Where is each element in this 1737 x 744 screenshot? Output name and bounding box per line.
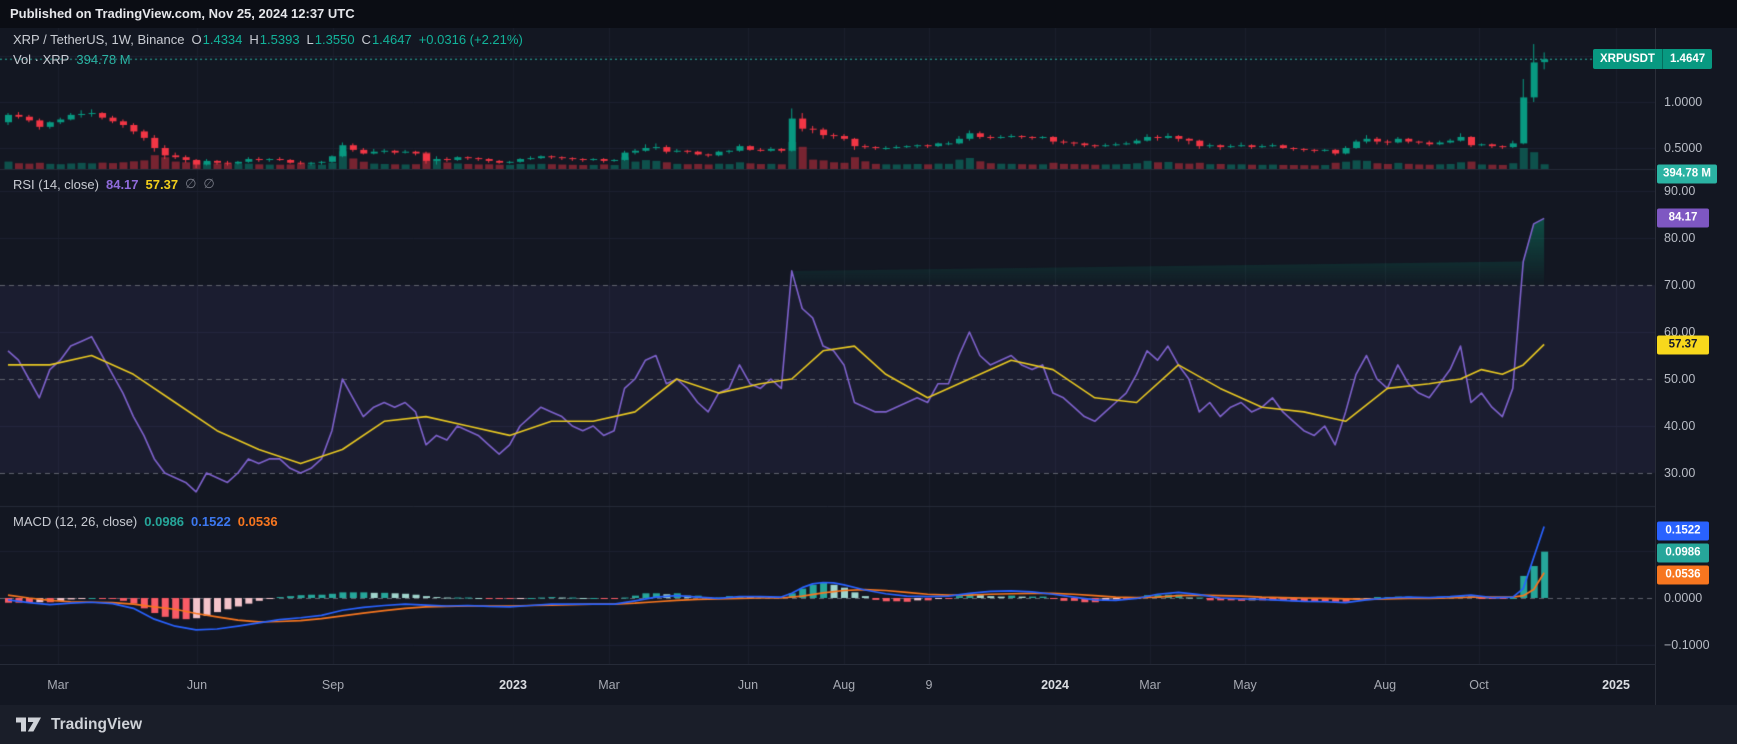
time-axis-month-label: Jun	[737, 678, 759, 692]
footer-bar: TradingView	[0, 705, 1737, 744]
macd-label: MACD (12, 26, close)	[13, 513, 138, 529]
price-scale-strip	[1655, 28, 1737, 705]
last-price-label: 1.4647	[1661, 49, 1713, 69]
macd-legend: MACD (12, 26, close) 0.0986 0.1522 0.053…	[13, 513, 278, 529]
price-axis-label: 1.0000	[1664, 95, 1703, 109]
volume-legend: Vol · XRP 394.78 M	[13, 51, 131, 67]
rsi-value: 84.17	[105, 176, 139, 192]
macd-axis-label: 0.0000	[1664, 591, 1703, 605]
rsi-ma-value-badge: 57.37	[1657, 335, 1709, 355]
rsi-axis-label: 40.00	[1664, 419, 1696, 433]
open-value: O 1.4334	[191, 31, 243, 47]
time-axis-month-label: Jun	[186, 678, 208, 692]
rsi-empty-icon: ∅	[185, 176, 197, 191]
macd-hist-badge: 0.0986	[1657, 543, 1709, 563]
macd-line-value: 0.1522	[191, 513, 231, 529]
time-axis-year-label: 2023	[499, 678, 527, 692]
published-bar: Published on TradingView.com, Nov 25, 20…	[0, 0, 1737, 28]
volume-badge: 394.78 M	[1657, 164, 1717, 184]
chart-canvas	[0, 28, 1655, 664]
close-value: C 1.4647	[361, 31, 412, 47]
symbol-title: XRP / TetherUS, 1W, Binance	[13, 31, 185, 47]
time-axis-year-label: 2024	[1041, 678, 1069, 692]
price-axis-label: 0.5000	[1664, 141, 1703, 155]
time-axis-month-label: Mar	[1139, 678, 1161, 692]
tradingview-brand-text[interactable]: TradingView	[51, 715, 143, 733]
rsi-axis-label: 50.00	[1664, 372, 1696, 386]
time-axis-month-label: Sep	[321, 678, 345, 692]
rsi-label: RSI (14, close)	[13, 176, 99, 192]
macd-line-badge: 0.1522	[1657, 521, 1709, 541]
time-axis-month-label: Mar	[598, 678, 620, 692]
time-axis: Mar Jun Sep 2023 Mar Jun Aug 9 2024 Mar May Aug Oct 2…	[0, 664, 1656, 706]
rsi-axis-label: 80.00	[1664, 231, 1696, 245]
time-axis-month-label: Oct	[1469, 678, 1489, 692]
macd-hist-value: 0.0986	[144, 513, 185, 529]
macd-signal-value: 0.0536	[237, 513, 278, 529]
low-value: L 1.3550	[306, 31, 355, 47]
current-price-badge: XRPUSDT 1.4647	[1593, 49, 1713, 69]
volume-label: Vol · XRP	[13, 51, 70, 67]
time-axis-month-label: 9	[925, 678, 933, 692]
rsi-axis-label: 90.00	[1664, 184, 1696, 198]
tradingview-logo-icon[interactable]	[16, 717, 42, 732]
rsi-axis-label: 70.00	[1664, 278, 1696, 292]
rsi-legend: RSI (14, close) 84.17 57.37 ∅ ∅	[13, 176, 215, 192]
macd-signal-badge: 0.0536	[1657, 565, 1709, 585]
symbol-legend: XRP / TetherUS, 1W, Binance O 1.4334 H 1.5…	[13, 31, 523, 47]
rsi-value-badge: 84.17	[1657, 208, 1709, 228]
high-value: H 1.5393	[249, 31, 300, 47]
change-value: +0.0316 (+2.21%)	[418, 31, 523, 47]
time-axis-month-label: Aug	[1373, 678, 1397, 692]
volume-value: 394.78 M	[76, 51, 131, 67]
time-axis-month-label: Aug	[832, 678, 856, 692]
rsi-empty-icon: ∅	[203, 176, 215, 191]
time-axis-month-label: Mar	[47, 678, 69, 692]
ticker-label: XRPUSDT	[1593, 49, 1662, 69]
time-axis-year-label: 2025	[1602, 678, 1630, 692]
rsi-axis-label: 30.00	[1664, 466, 1696, 480]
macd-axis-label: −0.1000	[1664, 638, 1710, 652]
time-axis-month-label: May	[1233, 678, 1257, 692]
rsi-ma-value: 57.37	[145, 176, 179, 192]
